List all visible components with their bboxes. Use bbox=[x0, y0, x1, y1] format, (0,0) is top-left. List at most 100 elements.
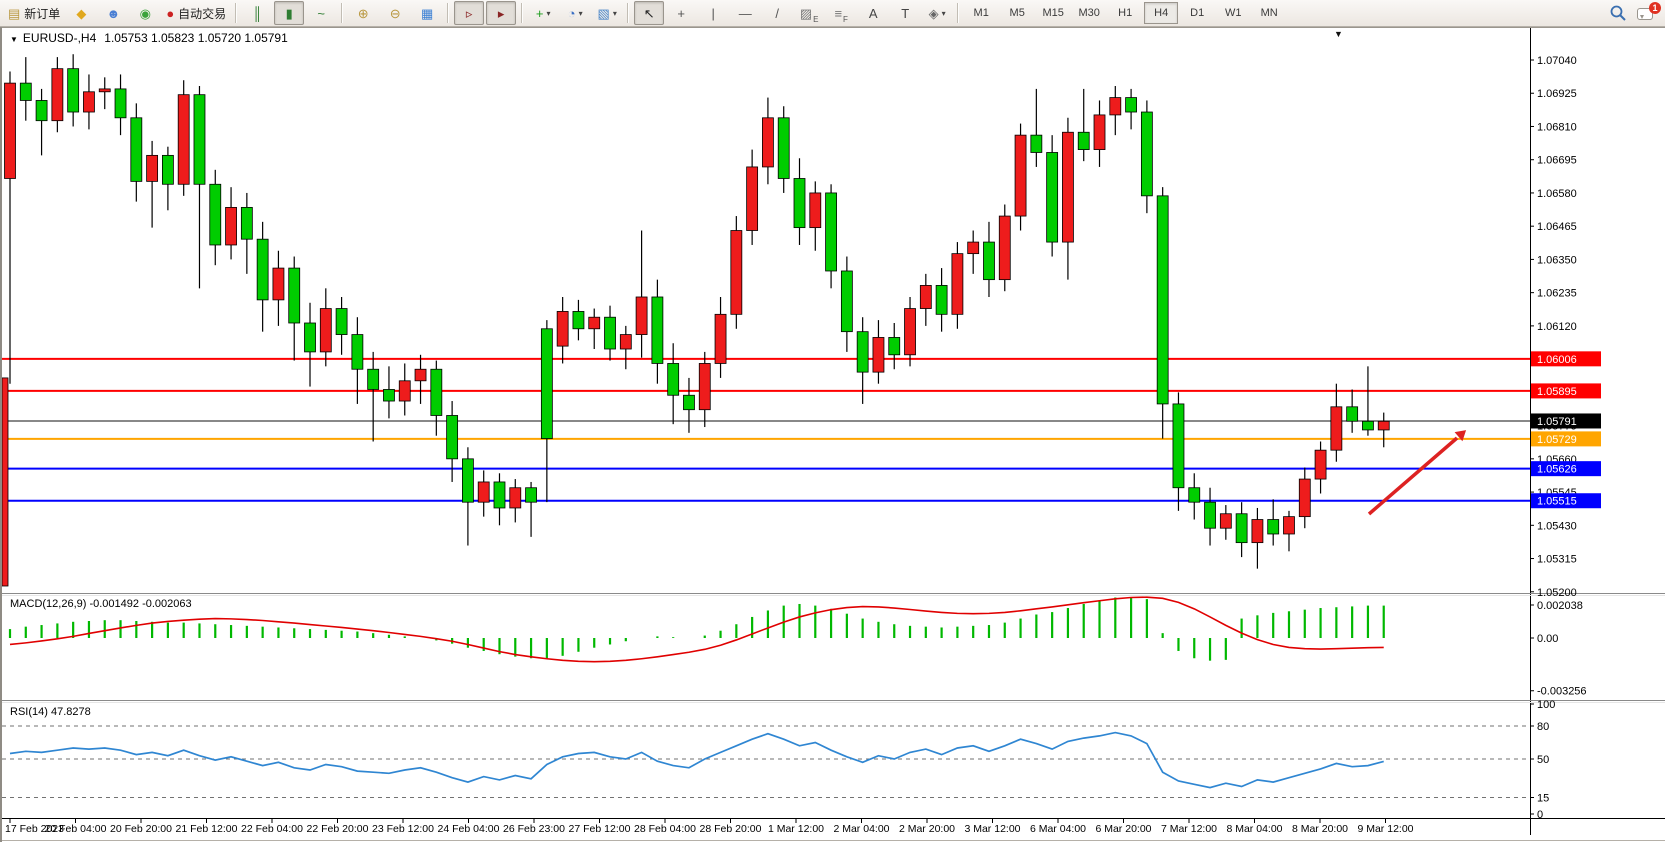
auto-scroll-button[interactable]: ▸ bbox=[486, 1, 517, 25]
svg-text:15: 15 bbox=[1537, 793, 1549, 805]
candlestick-chart-button[interactable]: ▮ bbox=[274, 1, 305, 25]
chart-canvas[interactable]: 1.07040 1.06925 1.06810 1.06695 1.06580 1.064… bbox=[2, 27, 1665, 842]
trendline-button[interactable]: / bbox=[762, 1, 792, 25]
candle bbox=[1346, 406, 1359, 422]
toolbar-separator bbox=[521, 3, 524, 23]
candle bbox=[793, 178, 806, 229]
indicators-button[interactable]: + ▾ bbox=[528, 1, 558, 25]
svg-text:27 Feb 12:00: 27 Feb 12:00 bbox=[569, 823, 631, 835]
candle bbox=[935, 285, 948, 315]
broadcast-button[interactable]: ◉ bbox=[130, 1, 160, 25]
candle bbox=[919, 285, 932, 309]
zoom-out-button[interactable]: ⊖ bbox=[380, 1, 410, 25]
svg-text:28 Feb 20:00: 28 Feb 20:00 bbox=[700, 823, 762, 835]
new-order-button[interactable]: ▤ 新订单 bbox=[4, 1, 64, 25]
candle bbox=[83, 91, 95, 113]
clock-icon: ◔ bbox=[567, 5, 576, 21]
candle bbox=[1093, 114, 1106, 150]
metaeditor-button[interactable]: ◆ bbox=[66, 1, 96, 25]
trendline-icon: / bbox=[775, 5, 779, 21]
candlesticks bbox=[2, 54, 1390, 587]
toolbar-right: 1 bbox=[1609, 2, 1661, 22]
svg-text:1.06580: 1.06580 bbox=[1537, 188, 1577, 200]
svg-text:1.05895: 1.05895 bbox=[1537, 386, 1577, 398]
horizontal-level-lines[interactable] bbox=[2, 357, 1530, 502]
timeframe-mn-button[interactable]: MN bbox=[1260, 7, 1278, 19]
candle bbox=[635, 296, 648, 335]
svg-text:26 Feb 23:00: 26 Feb 23:00 bbox=[503, 823, 565, 835]
candle bbox=[1109, 97, 1122, 116]
timeframe-m15-button[interactable]: M15 bbox=[1042, 7, 1064, 19]
candle bbox=[667, 363, 680, 396]
timeframe-m30-button[interactable]: M30 bbox=[1078, 7, 1100, 19]
cursor-arrow-icon: ↖ bbox=[643, 5, 655, 21]
candle bbox=[477, 481, 490, 503]
bar-chart-button[interactable]: ║ bbox=[242, 1, 272, 25]
svg-text:0.00: 0.00 bbox=[1537, 633, 1558, 645]
partial-candle bbox=[2, 377, 9, 587]
template-chart-icon: ▧ bbox=[597, 5, 610, 21]
chart-shift-button[interactable]: ▹ bbox=[454, 1, 485, 25]
cursor-button[interactable]: ↖ bbox=[634, 1, 665, 25]
candle bbox=[825, 192, 837, 272]
candle bbox=[493, 481, 506, 509]
svg-text:1.06120: 1.06120 bbox=[1537, 321, 1577, 333]
candle bbox=[1077, 131, 1090, 150]
text-label-button[interactable]: T bbox=[890, 1, 920, 25]
svg-text:1.05515: 1.05515 bbox=[1537, 496, 1577, 508]
toolbar-separator bbox=[627, 3, 630, 23]
community-button[interactable]: ☻ bbox=[98, 1, 128, 25]
candle bbox=[998, 215, 1011, 281]
svg-text:2 Mar 20:00: 2 Mar 20:00 bbox=[899, 823, 955, 835]
text-button[interactable]: A bbox=[858, 1, 888, 25]
candle bbox=[619, 334, 632, 350]
candle bbox=[856, 331, 869, 373]
fibonacci-icon-letter: F bbox=[843, 15, 848, 24]
candle bbox=[1267, 519, 1280, 535]
svg-text:0: 0 bbox=[1537, 809, 1543, 821]
svg-text:1.06235: 1.06235 bbox=[1537, 288, 1577, 300]
timeframe-d1-button[interactable]: D1 bbox=[1190, 7, 1205, 19]
crosshair-button[interactable]: + bbox=[666, 1, 696, 25]
broadcast-icon: ◉ bbox=[139, 5, 151, 21]
horizontal-line-button[interactable]: — bbox=[730, 1, 760, 25]
rsi-line bbox=[9, 731, 1384, 789]
timeframe-m5-button[interactable]: M5 bbox=[1009, 7, 1025, 19]
horizontal-line-icon: — bbox=[738, 5, 752, 21]
timeframe-w1-button[interactable]: W1 bbox=[1224, 7, 1242, 19]
timeframe-m1-button[interactable]: M1 bbox=[973, 7, 989, 19]
tile-windows-button[interactable]: ▦ bbox=[412, 1, 442, 25]
timeframe-h1-button[interactable]: H1 bbox=[1118, 7, 1133, 19]
autotrading-button[interactable]: ● 自动交易 bbox=[162, 1, 230, 25]
vertical-line-button[interactable]: | bbox=[698, 1, 728, 25]
candle bbox=[98, 88, 111, 93]
line-chart-button[interactable]: ~ bbox=[306, 1, 336, 25]
chart-menu-caret-icon[interactable]: ▼ bbox=[10, 35, 18, 44]
candle bbox=[698, 363, 711, 411]
symbol-period-label: EURUSD-,H4 bbox=[22, 31, 97, 45]
search-magnifier-icon[interactable] bbox=[1609, 4, 1627, 22]
fibonacci-button[interactable]: ≡ F bbox=[826, 1, 856, 25]
templates-button[interactable]: ▧ ▾ bbox=[592, 1, 622, 25]
arrows-button[interactable]: ◈ ▾ bbox=[922, 1, 952, 25]
indicators-plus-icon: + bbox=[535, 5, 544, 21]
candle bbox=[193, 94, 206, 185]
periods-button[interactable]: ◔ ▾ bbox=[560, 1, 590, 25]
svg-text:100: 100 bbox=[1537, 699, 1555, 711]
chevron-down-icon: ▾ bbox=[941, 8, 946, 18]
candle bbox=[130, 117, 143, 182]
equidistant-channel-button[interactable]: ▨ E bbox=[794, 1, 824, 25]
timeframe-h4-button[interactable]: H4 bbox=[1144, 2, 1179, 24]
chat-bubble-icon[interactable]: 1 bbox=[1637, 2, 1661, 21]
channel-icon: ▨ bbox=[799, 5, 813, 21]
zoom-in-button[interactable]: ⊕ bbox=[348, 1, 378, 25]
candle bbox=[509, 487, 522, 509]
candle bbox=[1377, 420, 1390, 431]
candle bbox=[335, 308, 348, 335]
one-click-caret-icon[interactable]: ▼ bbox=[1334, 29, 1343, 39]
chart-shift-icon: ▹ bbox=[465, 5, 473, 21]
svg-text:1 Mar 12:00: 1 Mar 12:00 bbox=[768, 823, 824, 835]
svg-text:20 Feb 20:00: 20 Feb 20:00 bbox=[110, 823, 172, 835]
trend-arrow-annotation[interactable] bbox=[1367, 430, 1467, 516]
